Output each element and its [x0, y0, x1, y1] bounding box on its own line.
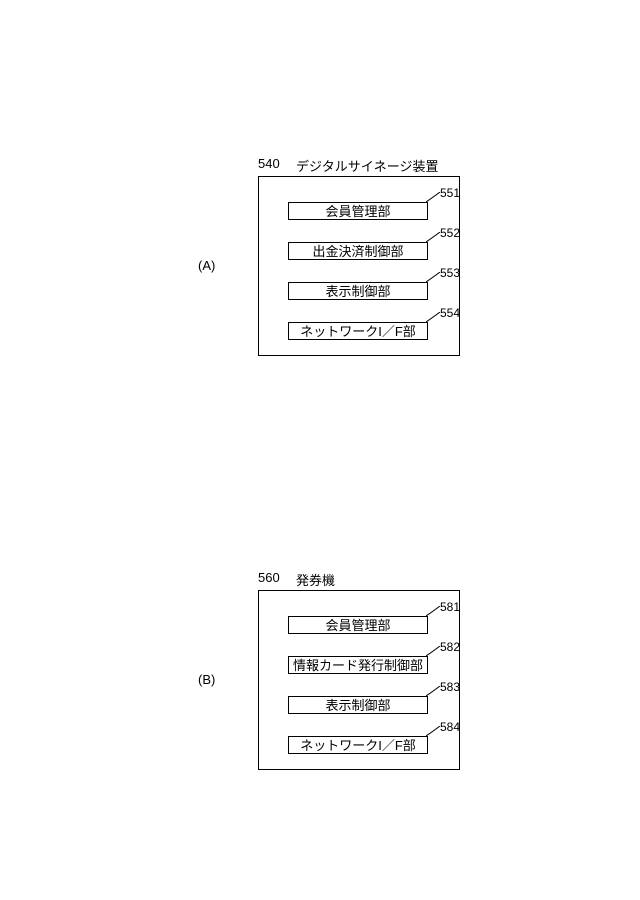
- component-ref-number: 551: [440, 186, 460, 200]
- leader-line: [426, 272, 440, 282]
- unit-title: デジタルサイネージ装置: [296, 156, 438, 175]
- component-ref-number: 583: [440, 680, 460, 694]
- leader-line: [426, 686, 440, 696]
- component-box: ネットワークI／F部: [288, 322, 428, 340]
- leader-line: [426, 726, 440, 736]
- component-ref-number: 553: [440, 266, 460, 280]
- panel-label: (B): [198, 672, 215, 687]
- component-box: 出金決済制御部: [288, 242, 428, 260]
- component-box: 会員管理部: [288, 202, 428, 220]
- component-box: 表示制御部: [288, 282, 428, 300]
- component-ref-number: 581: [440, 600, 460, 614]
- component-box: 情報カード発行制御部: [288, 656, 428, 674]
- leader-line: [426, 312, 440, 322]
- component-ref-number: 554: [440, 306, 460, 320]
- component-box: ネットワークI／F部: [288, 736, 428, 754]
- component-box: 会員管理部: [288, 616, 428, 634]
- component-ref-number: 552: [440, 226, 460, 240]
- component-ref-number: 584: [440, 720, 460, 734]
- leader-line: [426, 646, 440, 656]
- unit-ref-number: 540: [258, 156, 280, 171]
- component-box: 表示制御部: [288, 696, 428, 714]
- leader-line: [426, 232, 440, 242]
- unit-title: 発券機: [296, 570, 335, 589]
- leader-line: [426, 606, 440, 616]
- panel-label: (A): [198, 258, 215, 273]
- unit-ref-number: 560: [258, 570, 280, 585]
- leader-line: [426, 192, 440, 202]
- component-ref-number: 582: [440, 640, 460, 654]
